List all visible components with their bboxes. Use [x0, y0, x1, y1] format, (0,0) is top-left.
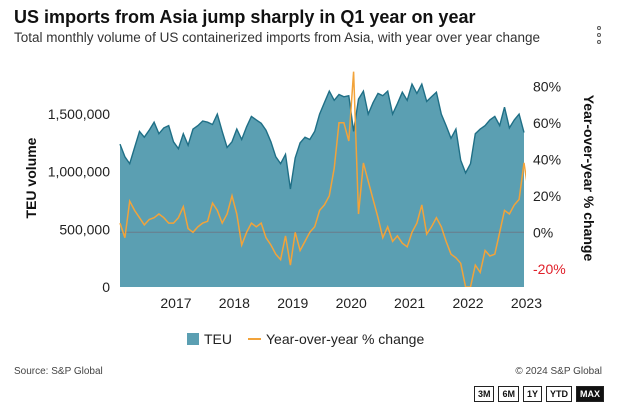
x-tick-label: 2023 [511, 295, 542, 311]
legend-yoy-label: Year-over-year % change [266, 331, 424, 347]
y-right-tick-label: 40% [533, 151, 561, 167]
more-options-icon[interactable] [596, 26, 602, 44]
range-6m-button[interactable]: 6M [498, 386, 519, 402]
yoy-line [119, 71, 526, 287]
teu-line [119, 82, 525, 190]
x-tick-label: 2017 [160, 295, 191, 311]
range-max-button[interactable]: MAX [576, 386, 604, 402]
x-tick-label: 2021 [394, 295, 425, 311]
range-1y-button[interactable]: 1Y [522, 386, 542, 402]
y-left-tick-label: 0 [102, 279, 110, 295]
chart-subtitle: Total monthly volume of US containerized… [14, 30, 540, 45]
legend-teu-swatch [187, 333, 199, 345]
range-ytd-button[interactable]: YTD [546, 386, 572, 402]
y-left-tick-label: 1,500,000 [48, 106, 110, 122]
x-tick-label: 2022 [452, 295, 483, 311]
x-tick-label: 2018 [219, 295, 250, 311]
source-note: Source: S&P Global [14, 366, 103, 377]
y-left-tick-label: 1,000,000 [48, 164, 110, 180]
range-selector: 3M 6M 1Y YTD MAX [473, 386, 604, 402]
range-3m-button[interactable]: 3M [473, 386, 495, 402]
y-left-tick-label: 500,000 [59, 221, 110, 237]
y-right-tick-label: -20% [533, 261, 566, 277]
y-right-tick-label: 0% [533, 224, 553, 240]
y-right-tick-label: 80% [533, 78, 561, 94]
y-right-tick-label: 60% [533, 115, 561, 131]
x-tick-label: 2019 [277, 295, 308, 311]
x-tick-label: 2020 [336, 295, 367, 311]
chart-svg: 0 500,000 1,000,000 1,500,000 -20% 0% 20% 40% 60… [23, 71, 597, 347]
y-left-axis-title: TEU volume [23, 137, 39, 218]
legend-teu-label: TEU [204, 331, 232, 347]
copyright-note: © 2024 S&P Global [515, 366, 602, 377]
y-right-axis-title: Year-over-year % change [581, 95, 597, 262]
chart-title: US imports from Asia jump sharply in Q1 … [14, 7, 476, 27]
teu-area [120, 84, 524, 287]
y-right-tick-label: 20% [533, 188, 561, 204]
